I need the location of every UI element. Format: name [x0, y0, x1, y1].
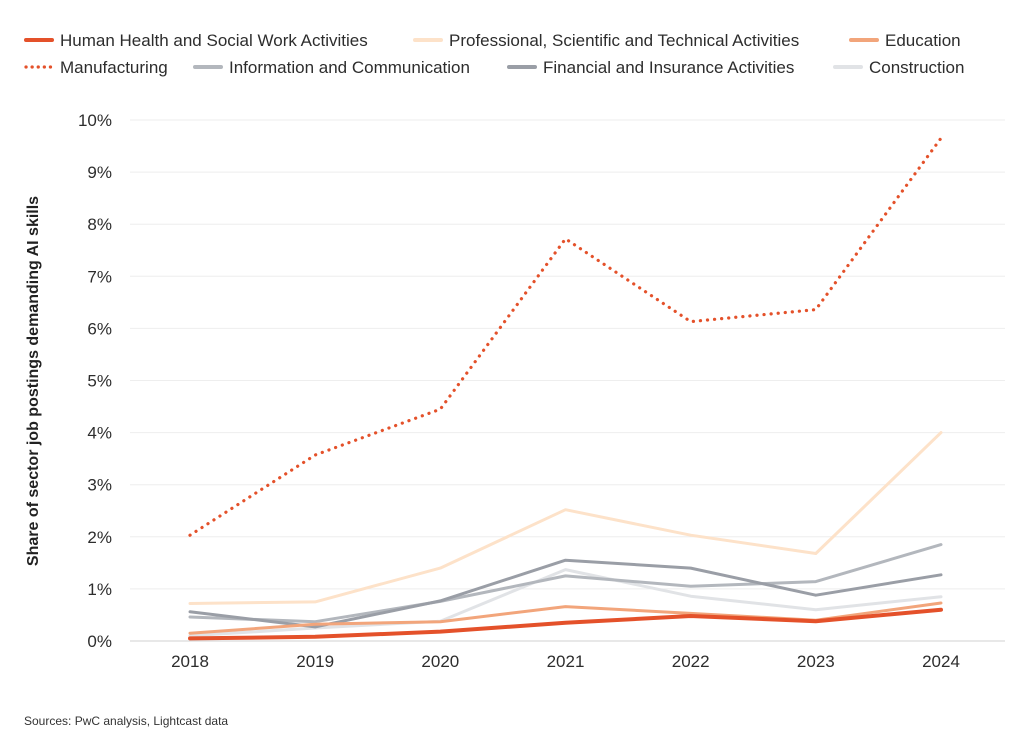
- y-tick-label: 3%: [87, 476, 112, 495]
- legend-label: Education: [885, 31, 961, 50]
- x-tick-label: 2018: [171, 652, 209, 671]
- legend-label: Manufacturing: [60, 58, 168, 77]
- series-line-manufacturing: [188, 136, 943, 537]
- y-tick-label: 8%: [87, 215, 112, 234]
- legend-label: Financial and Insurance Activities: [543, 58, 794, 77]
- legend-label: Human Health and Social Work Activities: [60, 31, 368, 50]
- y-tick-label: 4%: [87, 424, 112, 443]
- grid: [130, 119, 1005, 642]
- legend-item[interactable]: Information and Communication: [193, 58, 470, 77]
- source-note: Sources: PwC analysis, Lightcast data: [24, 714, 229, 728]
- legend-label: Information and Communication: [229, 58, 470, 77]
- y-tick-label: 10%: [78, 111, 112, 130]
- legend-label: Construction: [869, 58, 964, 77]
- x-tick-label: 2020: [421, 652, 459, 671]
- legend-item[interactable]: Construction: [833, 58, 964, 77]
- y-tick-label: 2%: [87, 528, 112, 547]
- x-tick-label: 2024: [922, 652, 960, 671]
- series-lines: [188, 136, 943, 641]
- x-tick-label: 2022: [672, 652, 710, 671]
- series-line-information-and-communication: [188, 543, 943, 624]
- series-line-professional-scientific-and-technical-activities: [188, 431, 943, 605]
- legend[interactable]: Human Health and Social Work Activities P…: [24, 31, 964, 77]
- x-tick-label: 2023: [797, 652, 835, 671]
- y-axis-title: Share of sector job postings demanding A…: [25, 196, 42, 566]
- legend-item[interactable]: Education: [849, 31, 961, 50]
- y-tick-label: 6%: [87, 319, 112, 338]
- y-tick-label: 7%: [87, 267, 112, 286]
- x-tick-label: 2021: [547, 652, 585, 671]
- series-line-financial-and-insurance-activities: [188, 558, 943, 629]
- legend-item[interactable]: Human Health and Social Work Activities: [24, 31, 368, 50]
- y-tick-label: 0%: [87, 632, 112, 651]
- series-line-human-health-and-social-work-activities: [188, 607, 943, 641]
- legend-item[interactable]: Manufacturing: [24, 58, 168, 77]
- legend-item[interactable]: Financial and Insurance Activities: [507, 58, 794, 77]
- y-tick-label: 5%: [87, 372, 112, 391]
- x-axis-ticks: 2018 2019 2020 2021 2022 2023 2024: [171, 652, 960, 671]
- y-tick-label: 9%: [87, 163, 112, 182]
- legend-item[interactable]: Professional, Scientific and Technical A…: [413, 31, 799, 50]
- y-tick-label: 1%: [87, 580, 112, 599]
- legend-label: Professional, Scientific and Technical A…: [449, 31, 799, 50]
- y-axis-ticks: 0% 1% 2% 3% 4% 5% 6% 7% 8% 9% 10%: [78, 111, 112, 651]
- x-tick-label: 2019: [296, 652, 334, 671]
